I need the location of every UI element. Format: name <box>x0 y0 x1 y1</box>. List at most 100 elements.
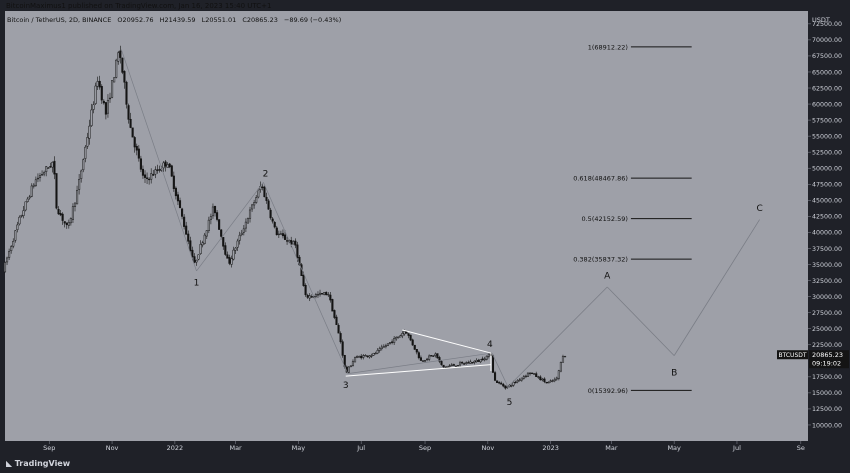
candle-body <box>123 71 126 83</box>
candle-body <box>428 355 431 360</box>
candle-body <box>386 343 390 346</box>
candle-body <box>353 357 357 363</box>
candle-body <box>176 194 180 202</box>
candle-body <box>454 365 457 367</box>
candle-body <box>467 362 470 364</box>
wave-label: B <box>671 368 677 378</box>
candle-body <box>514 381 517 384</box>
y-tick-label: 70000.00 <box>812 37 842 44</box>
candle-body <box>201 242 204 246</box>
candle-body <box>115 59 118 78</box>
ohlc-change: −89.69 (−0.43%) <box>283 16 342 24</box>
candle-body <box>148 178 151 181</box>
candle-body <box>141 168 145 176</box>
candle-body <box>261 186 264 188</box>
candle-body <box>236 240 239 248</box>
candle-body <box>500 382 503 385</box>
candle-body <box>504 385 507 389</box>
candle-body <box>461 362 464 364</box>
tradingview-logo[interactable]: ◣ TradingView <box>6 459 70 468</box>
candle-body <box>549 380 552 383</box>
candle-body <box>30 185 33 197</box>
candle-body <box>479 358 482 363</box>
candle-body <box>73 202 77 207</box>
candle-body <box>298 256 301 266</box>
candle-body <box>224 245 227 255</box>
candle-body <box>423 360 427 362</box>
candle-body <box>174 187 177 197</box>
y-tick-label: 35000.00 <box>812 262 842 269</box>
candle-body <box>55 173 58 209</box>
candle-body <box>310 296 313 298</box>
candle-body <box>485 355 488 360</box>
candle-body <box>253 202 256 206</box>
y-tick-label: 12500.00 <box>812 406 842 413</box>
candle-body <box>168 163 171 168</box>
candle-body <box>263 186 266 198</box>
candle-body <box>321 293 324 295</box>
candle-body <box>391 341 394 343</box>
candle-body <box>522 376 525 379</box>
candle-body <box>323 292 326 295</box>
y-tick-label: 40000.00 <box>812 230 842 237</box>
wave-label: 3 <box>343 381 349 391</box>
candle-body <box>395 336 398 340</box>
candle-body <box>131 127 134 138</box>
y-tick-label: 55000.00 <box>812 133 842 140</box>
candle-body <box>61 213 64 221</box>
candle-body <box>244 221 247 229</box>
ohlc-open: O20952.76 <box>117 16 154 24</box>
fib-level-label: 1(68912.22) <box>588 43 628 51</box>
candle-body <box>393 338 396 343</box>
candle-body <box>471 362 474 364</box>
candle-body <box>183 216 186 227</box>
candle-body <box>526 372 530 377</box>
candle-body <box>426 358 429 361</box>
x-tick-label: Mar <box>605 444 618 452</box>
y-tick-label: 72500.00 <box>812 21 842 28</box>
candle-body <box>292 241 295 245</box>
candle-body <box>539 376 542 381</box>
candle-body <box>337 325 340 334</box>
candle-body <box>51 161 54 168</box>
candle-body <box>100 86 103 101</box>
candle-body <box>199 244 202 254</box>
candle-body <box>150 173 153 180</box>
candle-body <box>129 118 132 128</box>
candle-body <box>294 240 297 246</box>
candle-body <box>283 234 287 240</box>
y-tick-label: 57500.00 <box>812 117 842 124</box>
y-tick-label: 15000.00 <box>812 390 842 397</box>
y-tick-label: 37500.00 <box>812 246 842 253</box>
candle-body <box>88 125 91 139</box>
candle-body <box>137 148 140 159</box>
candle-body <box>185 225 188 235</box>
candle-body <box>360 355 363 359</box>
candle-body <box>368 355 371 358</box>
y-tick-label: 22500.00 <box>812 342 842 349</box>
fib-level-label: 0.618(48467.86) <box>573 175 628 183</box>
candle-body <box>415 348 418 353</box>
candle-body <box>403 330 406 335</box>
candle-body <box>405 331 408 334</box>
candle-body <box>238 234 241 241</box>
candle-body <box>469 361 472 364</box>
candle-body <box>516 380 519 383</box>
x-tick-label: Sep <box>419 444 431 452</box>
candle-body <box>26 198 29 202</box>
candle-body <box>271 218 274 222</box>
candle-body <box>452 364 455 366</box>
candle-body <box>166 164 169 168</box>
candle-body <box>172 175 175 190</box>
candle-body <box>432 355 435 357</box>
candle-body <box>341 341 344 356</box>
candle-body <box>158 169 161 171</box>
candle-body <box>6 257 9 263</box>
candle-body <box>257 189 260 198</box>
candle-body <box>246 218 250 224</box>
candle-body <box>65 222 68 225</box>
candle-body <box>10 246 13 252</box>
fib-level-label: 0.5(42152.59) <box>581 215 627 223</box>
triangle-line <box>345 364 491 377</box>
